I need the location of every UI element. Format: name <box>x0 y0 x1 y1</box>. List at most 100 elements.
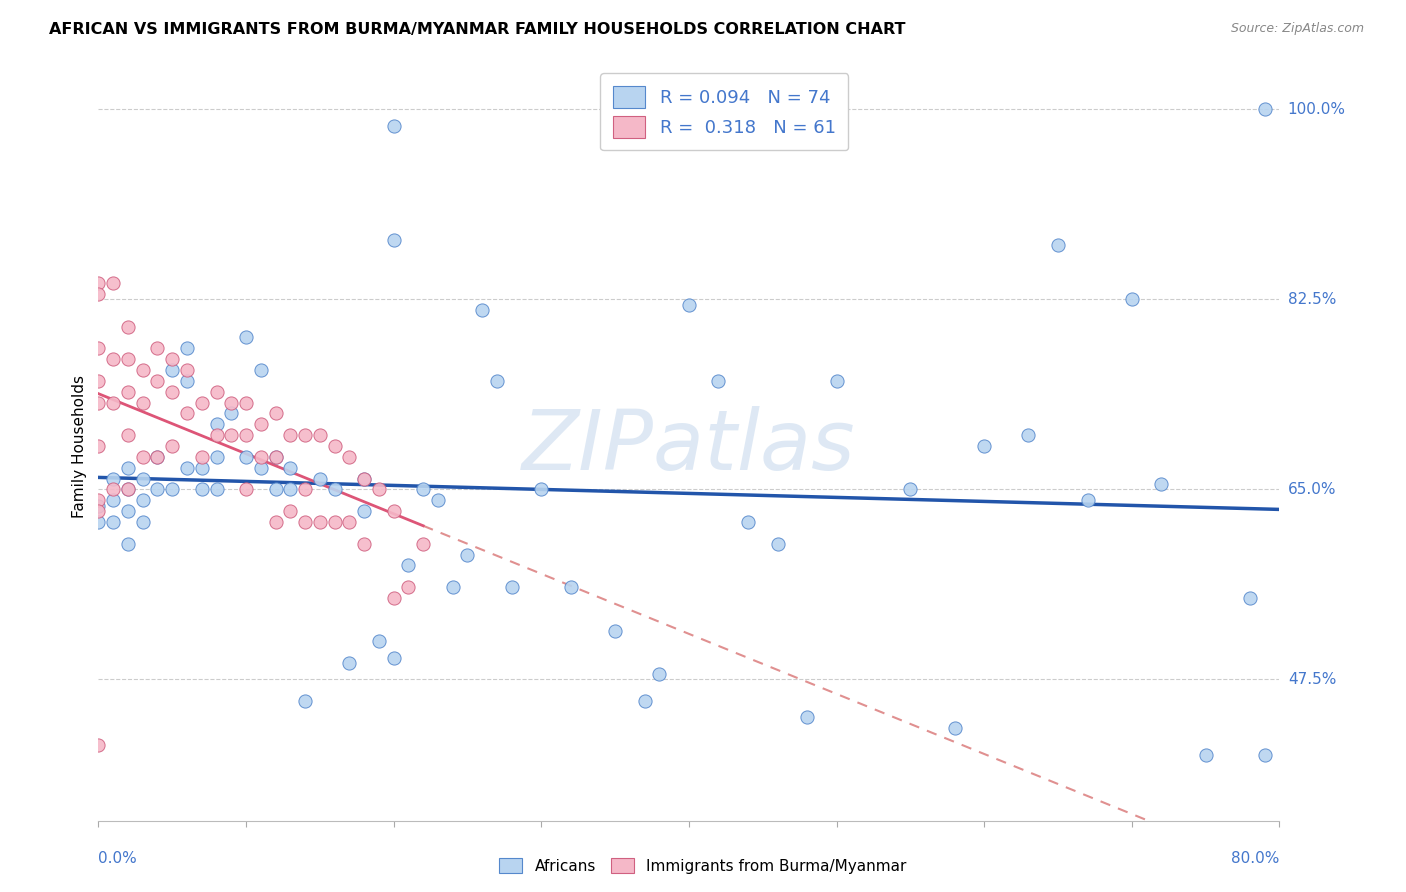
Text: ZIPatlas: ZIPatlas <box>522 406 856 486</box>
Point <box>87 515 110 529</box>
Y-axis label: Family Households: Family Households <box>72 375 87 517</box>
Point <box>398 558 420 573</box>
Point <box>250 460 273 475</box>
Point <box>560 580 582 594</box>
Point <box>132 363 155 377</box>
Point <box>353 537 375 551</box>
Point <box>280 504 302 518</box>
Text: 100.0%: 100.0% <box>1288 102 1346 117</box>
Point <box>205 483 228 497</box>
Point <box>353 504 375 518</box>
Point <box>103 352 125 367</box>
Point <box>530 483 553 497</box>
Point <box>412 537 434 551</box>
Point <box>117 384 139 399</box>
Point <box>117 504 139 518</box>
Point <box>205 428 228 442</box>
Point <box>309 428 332 442</box>
Point <box>162 352 183 367</box>
Point <box>146 450 169 464</box>
Point <box>323 483 346 497</box>
Point <box>176 363 198 377</box>
Point <box>264 515 287 529</box>
Text: 82.5%: 82.5% <box>1288 292 1336 307</box>
Point <box>146 450 169 464</box>
Point <box>825 374 848 388</box>
Point <box>382 233 405 247</box>
Point <box>1077 493 1099 508</box>
Point <box>294 428 316 442</box>
Point <box>1254 748 1277 763</box>
Point <box>412 483 434 497</box>
Point <box>117 352 139 367</box>
Point <box>176 341 198 355</box>
Point <box>353 472 375 486</box>
Text: 65.0%: 65.0% <box>1288 482 1336 497</box>
Point <box>103 493 125 508</box>
Point <box>382 591 405 605</box>
Point <box>87 499 110 513</box>
Point <box>471 303 494 318</box>
Point <box>87 439 110 453</box>
Text: 80.0%: 80.0% <box>1232 851 1279 866</box>
Point <box>117 483 139 497</box>
Point <box>87 276 110 290</box>
Point <box>280 483 302 497</box>
Point <box>280 428 302 442</box>
Point <box>132 515 155 529</box>
Text: Source: ZipAtlas.com: Source: ZipAtlas.com <box>1230 22 1364 36</box>
Point <box>103 395 125 409</box>
Point <box>103 276 125 290</box>
Point <box>648 667 671 681</box>
Point <box>368 634 391 648</box>
Point <box>191 483 214 497</box>
Point <box>87 374 110 388</box>
Point <box>87 341 110 355</box>
Point <box>1254 103 1277 117</box>
Point <box>353 472 375 486</box>
Point <box>486 374 509 388</box>
Point <box>117 460 139 475</box>
Legend: R = 0.094   N = 74, R =  0.318   N = 61: R = 0.094 N = 74, R = 0.318 N = 61 <box>600 73 848 151</box>
Point <box>1239 591 1261 605</box>
Point <box>146 374 169 388</box>
Point <box>943 722 966 736</box>
Point <box>264 450 287 464</box>
Point <box>707 374 730 388</box>
Point <box>605 624 627 638</box>
Point <box>191 395 214 409</box>
Point <box>235 428 257 442</box>
Point <box>1018 428 1040 442</box>
Point <box>973 439 995 453</box>
Point <box>117 428 139 442</box>
Point <box>162 384 183 399</box>
Point <box>205 417 228 432</box>
Point <box>146 341 169 355</box>
Point <box>309 515 332 529</box>
Point <box>162 363 183 377</box>
Point <box>87 493 110 508</box>
Point <box>382 119 405 133</box>
Point <box>457 548 479 562</box>
Point <box>250 417 273 432</box>
Point <box>250 450 273 464</box>
Point <box>117 319 139 334</box>
Point <box>294 694 316 708</box>
Point <box>132 472 155 486</box>
Legend: Africans, Immigrants from Burma/Myanmar: Africans, Immigrants from Burma/Myanmar <box>494 852 912 880</box>
Point <box>235 395 257 409</box>
Point <box>87 287 110 301</box>
Point <box>294 483 316 497</box>
Text: AFRICAN VS IMMIGRANTS FROM BURMA/MYANMAR FAMILY HOUSEHOLDS CORRELATION CHART: AFRICAN VS IMMIGRANTS FROM BURMA/MYANMAR… <box>49 22 905 37</box>
Point <box>132 493 155 508</box>
Point <box>501 580 523 594</box>
Point <box>339 450 361 464</box>
Point <box>176 460 198 475</box>
Point <box>221 428 243 442</box>
Point <box>235 330 257 344</box>
Point <box>1150 477 1173 491</box>
Point <box>678 298 700 312</box>
Point <box>87 738 110 752</box>
Point <box>103 515 125 529</box>
Point <box>900 483 922 497</box>
